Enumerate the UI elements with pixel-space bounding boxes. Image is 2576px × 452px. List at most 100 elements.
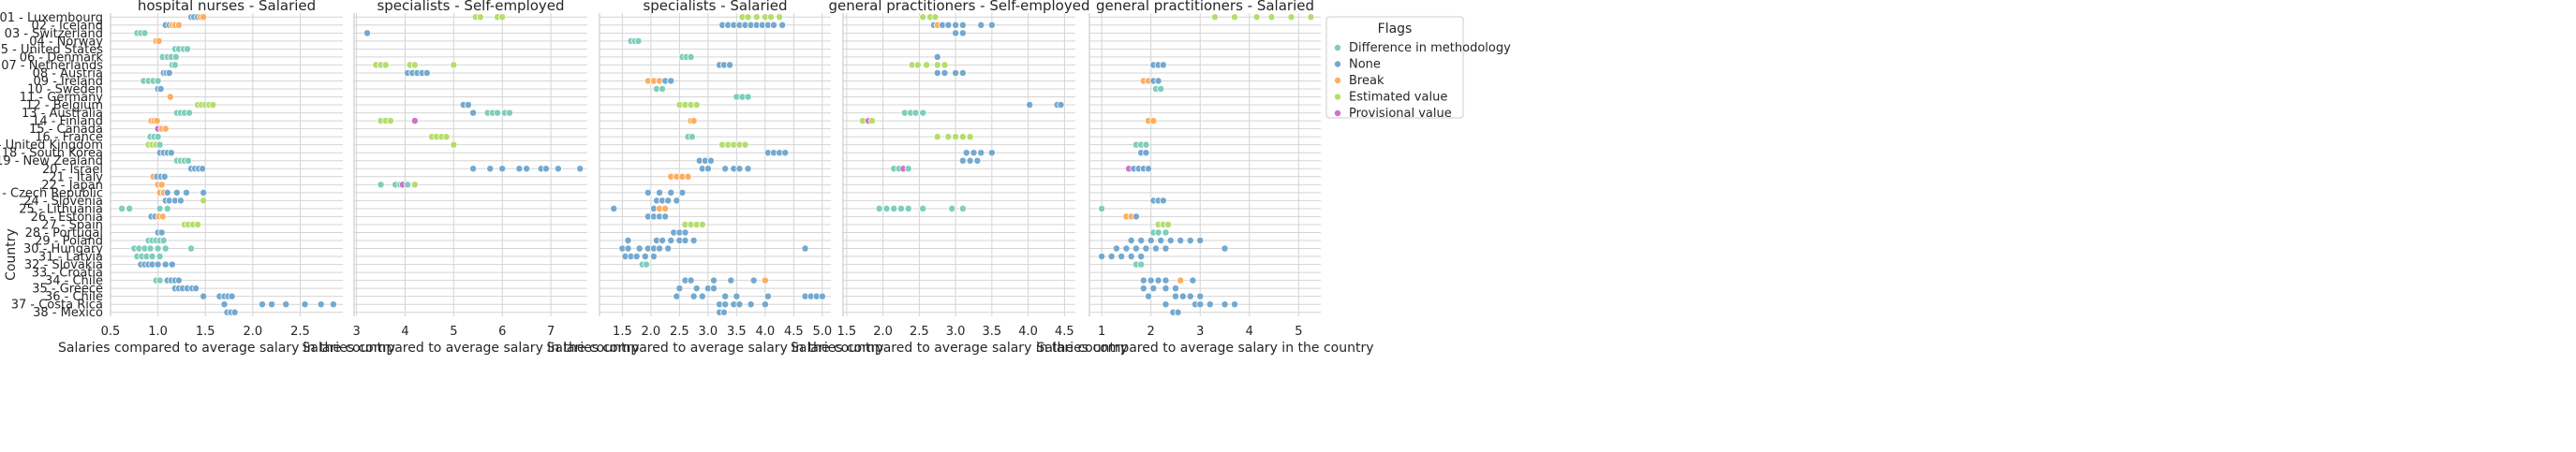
data-point (721, 300, 730, 309)
y-tick-label: 25 - Lithuania (19, 202, 103, 216)
data-point (958, 68, 967, 77)
data-point (1098, 204, 1106, 212)
data-point (1211, 13, 1219, 22)
data-point (163, 204, 171, 212)
data-point (1186, 292, 1194, 300)
y-tick-label: 11 - Germany (20, 91, 104, 105)
data-point (282, 300, 290, 309)
data-point (410, 117, 419, 125)
data-point (259, 300, 266, 309)
data-point (868, 117, 876, 125)
data-point (165, 68, 173, 77)
data-point (498, 13, 507, 22)
y-tick-label: 38 - Mexico (33, 306, 103, 320)
data-point (1137, 253, 1146, 261)
data-point (761, 276, 769, 284)
data-point (667, 188, 675, 197)
data-point (904, 165, 912, 173)
data-point (157, 181, 166, 189)
data-point (498, 165, 507, 173)
data-point (684, 172, 692, 181)
data-point (681, 237, 689, 244)
legend-marker (1334, 60, 1341, 68)
data-point (442, 133, 451, 141)
data-point (698, 292, 706, 300)
data-point (160, 172, 169, 181)
y-tick-label: 31 - Latvia (38, 251, 103, 265)
data-point (661, 204, 670, 212)
data-point (523, 165, 531, 173)
data-point (1132, 244, 1140, 253)
data-point (1147, 276, 1155, 284)
data-point (735, 300, 744, 309)
data-point (1159, 61, 1167, 69)
data-point (1145, 292, 1153, 300)
data-point (172, 188, 181, 197)
data-point (667, 237, 675, 244)
data-point (1142, 244, 1150, 253)
data-point (154, 260, 162, 269)
data-point (923, 61, 931, 69)
y-tick-label: 23 - Czech Republic (0, 186, 103, 200)
data-point (1151, 244, 1160, 253)
data-point (801, 244, 809, 253)
x-tick-label: 4.0 (756, 325, 776, 339)
data-point (476, 13, 484, 22)
data-point (933, 52, 941, 61)
y-tick-label: 26 - Estonia (31, 211, 103, 225)
data-point (1174, 308, 1182, 316)
data-point (973, 156, 982, 165)
data-point (667, 77, 675, 85)
data-point (464, 101, 472, 109)
x-tick-label: 1 (1098, 325, 1105, 339)
data-point (635, 244, 644, 253)
data-point (301, 300, 309, 309)
data-point (174, 21, 183, 29)
data-point (624, 237, 632, 244)
data-point (1149, 117, 1158, 125)
x-tick-label: 5 (450, 325, 457, 339)
data-point (818, 292, 826, 300)
panel-3: 1.5 2.0 2.5 3.0 3.5 4.0 4.5 5.0 specialists - Sa… (547, 0, 884, 356)
y-tick-label: 21 - Italy (49, 170, 103, 184)
data-point (952, 68, 960, 77)
data-point (726, 61, 734, 69)
data-point (154, 244, 162, 253)
legend-entry: Estimated value (1349, 91, 1447, 105)
data-point (228, 292, 236, 300)
data-point (721, 292, 730, 300)
data-point (913, 61, 922, 69)
data-point (706, 156, 715, 165)
data-point (168, 260, 176, 269)
y-tick-label: 27 - Spain (41, 218, 103, 232)
x-tick-label: 0.5 (101, 325, 121, 339)
data-point (161, 244, 170, 253)
data-point (1164, 220, 1173, 228)
data-point (776, 13, 784, 22)
data-point (933, 61, 941, 69)
data-point (156, 85, 165, 93)
data-point (155, 140, 164, 149)
panel-2: 3 4 5 6 7 specialists - Self-employed Salaries… (303, 0, 640, 356)
data-point (944, 21, 953, 29)
data-point (675, 284, 684, 293)
data-point (904, 204, 912, 212)
data-point (1177, 276, 1185, 284)
data-point (710, 284, 718, 293)
data-point (882, 204, 891, 212)
data-point (154, 133, 162, 141)
data-point (1196, 292, 1205, 300)
x-tick-label: 4.5 (1055, 325, 1074, 339)
legend-entry: Difference in methodology (1349, 41, 1511, 55)
data-point (381, 61, 390, 69)
data-point (146, 244, 155, 253)
data-point (1112, 244, 1120, 253)
panels-group: 0.5 1.0 1.5 2.0 2.5 hospital nurses - Salarie… (0, 0, 1373, 356)
data-point (154, 77, 162, 85)
data-point (644, 188, 652, 197)
data-point (664, 244, 673, 253)
data-point (329, 300, 337, 309)
data-point (1221, 300, 1229, 309)
data-point (1178, 292, 1187, 300)
data-point (161, 260, 170, 269)
